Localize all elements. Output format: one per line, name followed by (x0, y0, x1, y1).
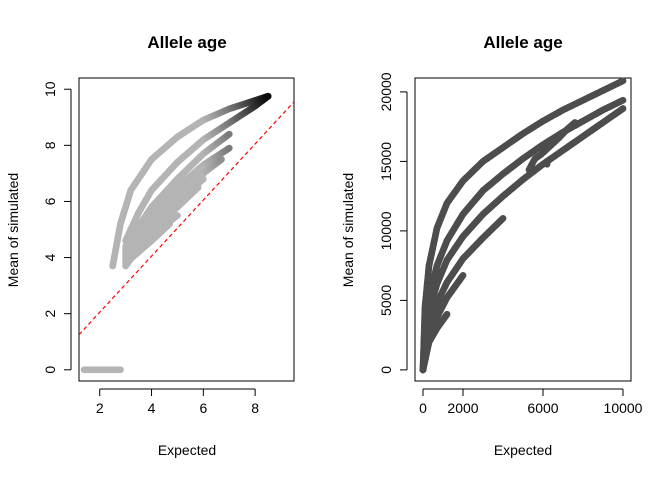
y-tick-label: 5000 (378, 285, 394, 316)
data-point (199, 175, 207, 183)
right-x-axis-label: Expected (494, 442, 552, 458)
left-reference-line-layer (78, 101, 295, 336)
y-tick-label: 6 (42, 197, 58, 205)
data-point (117, 366, 124, 374)
right-y-axis-label: Mean of simulated (340, 173, 356, 287)
left-x-axis-label: Expected (158, 442, 216, 458)
right-panel: Allele age 0 2000 6000 10000 0 5000 10000 1500… (340, 33, 643, 458)
data-point (218, 155, 225, 163)
data-point (174, 212, 181, 219)
y-tick-label: 2 (42, 310, 58, 318)
reference-line (78, 101, 295, 336)
x-tick-label: 8 (251, 400, 259, 416)
y-tick-label: 0 (42, 366, 58, 374)
left-title: Allele age (147, 33, 226, 52)
right-plot-frame (414, 77, 632, 382)
y-tick-label: 10000 (378, 211, 394, 250)
left-plot-frame (78, 77, 295, 382)
data-point (499, 214, 507, 222)
data-point (571, 119, 579, 126)
left-panel: Allele age 2 4 6 8 0 2 4 6 8 10 Expected Mean of… (5, 33, 295, 458)
right-points-layer (419, 77, 627, 374)
left-y-axis: 0 2 4 6 8 10 (42, 81, 72, 374)
data-point (619, 77, 627, 85)
x-tick-label: 0 (419, 400, 427, 416)
x-tick-label: 4 (148, 400, 156, 416)
data-point (619, 96, 627, 104)
right-y-axis: 0 5000 10000 15000 20000 (378, 72, 408, 374)
x-tick-label: 10000 (604, 400, 643, 416)
data-point (459, 271, 467, 279)
x-tick-label: 6 (199, 400, 207, 416)
y-tick-label: 4 (42, 253, 58, 261)
right-x-axis: 0 2000 6000 10000 (419, 388, 643, 416)
data-point (264, 92, 272, 100)
left-points-layer (80, 92, 272, 374)
y-tick-label: 10 (42, 81, 58, 97)
y-tick-label: 20000 (378, 72, 394, 111)
right-title: Allele age (483, 33, 562, 52)
y-tick-label: 15000 (378, 142, 394, 181)
left-x-axis: 2 4 6 8 (96, 388, 259, 416)
y-tick-label: 8 (42, 141, 58, 149)
data-point (166, 220, 174, 228)
data-point (443, 310, 451, 318)
y-tick-label: 0 (378, 366, 394, 374)
data-point (225, 130, 233, 138)
left-y-axis-label: Mean of simulated (5, 173, 21, 287)
data-point (194, 184, 202, 191)
data-point (225, 144, 233, 152)
x-tick-label: 2000 (447, 400, 478, 416)
data-point (619, 105, 627, 112)
x-tick-label: 2 (96, 400, 104, 416)
data-point (168, 195, 176, 203)
x-tick-label: 6000 (527, 400, 558, 416)
data-point (543, 160, 551, 168)
